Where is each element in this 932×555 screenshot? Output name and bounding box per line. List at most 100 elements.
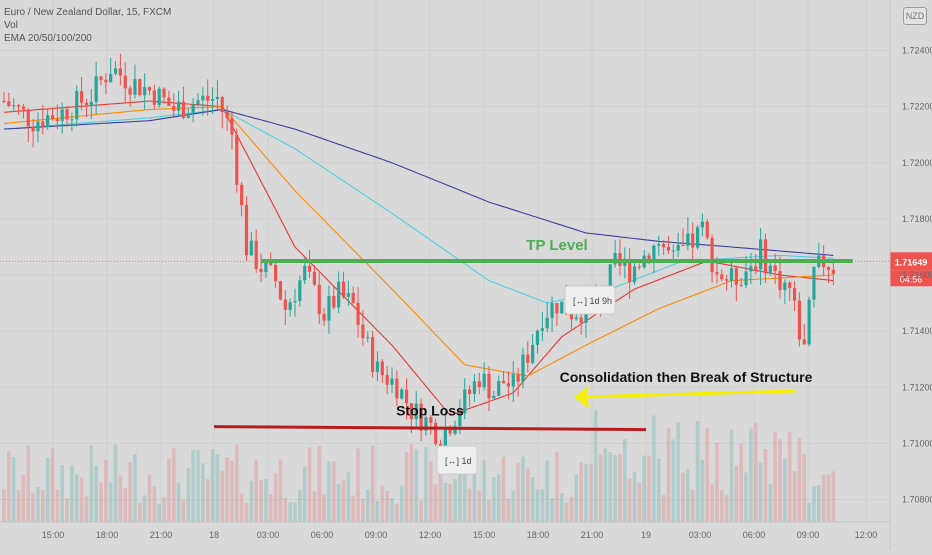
range-1d9h-box [564, 285, 616, 315]
candle-body [443, 427, 447, 448]
candle-body [705, 221, 709, 238]
time-tick-label: 21:00 [581, 530, 604, 540]
volume-bar [559, 493, 564, 522]
volume-bar [758, 462, 763, 522]
candle-body [579, 317, 583, 323]
candle-body [628, 261, 632, 283]
volume-bar [705, 428, 710, 522]
candle-body [303, 265, 307, 281]
candle-body [259, 268, 263, 273]
candle-body [676, 244, 680, 251]
volume-bar [244, 502, 249, 522]
volume-bar [7, 451, 11, 522]
volume-bar [404, 451, 409, 522]
candle-body [162, 88, 166, 98]
time-tick-label: 18:00 [96, 530, 119, 540]
currency-button[interactable]: NZD [903, 7, 927, 25]
candle-body [254, 240, 258, 269]
candle-body [695, 227, 700, 248]
volume-bar [249, 480, 254, 522]
candle-body [50, 115, 55, 120]
candle-body [99, 76, 103, 80]
volume-bar [65, 498, 69, 522]
candle-body [637, 266, 641, 268]
candle-body [298, 280, 302, 301]
volume-bar [123, 488, 128, 522]
candle-body [157, 88, 161, 105]
candle-body [666, 247, 671, 251]
volume-indicator-label[interactable]: Vol [4, 20, 18, 31]
volume-bar [55, 489, 60, 522]
volume-bar [351, 495, 355, 522]
volume-bar [598, 454, 603, 522]
volume-bar [395, 503, 399, 522]
consolidation-label: Consolidation then Break of Structure [560, 369, 813, 385]
candle-body [210, 98, 215, 101]
volume-bar [41, 490, 45, 522]
volume-bar [676, 422, 680, 522]
volume-bar [79, 477, 84, 522]
ema-indicator-label[interactable]: EMA 20/50/100/200 [4, 33, 92, 44]
volume-bar [239, 493, 244, 522]
candle-body [535, 330, 540, 345]
candle-body [472, 381, 477, 394]
volume-bar [603, 448, 608, 522]
candle-body [734, 268, 738, 285]
time-tick-label: 15:00 [42, 530, 65, 540]
candle-body [322, 314, 326, 321]
volume-bar [332, 461, 336, 522]
volume-bar [608, 451, 613, 522]
candle-body [75, 91, 79, 120]
candle-body [143, 87, 147, 96]
candle-body [487, 373, 491, 399]
volume-bar [215, 454, 220, 522]
volume-bar [661, 495, 666, 522]
candle-body [429, 417, 433, 423]
volume-bar [438, 472, 443, 522]
time-tick-label: 06:00 [743, 530, 766, 540]
candle-body [264, 262, 268, 273]
candle-body [235, 134, 239, 185]
time-tick-label: 18:00 [527, 530, 550, 540]
volume-bar [710, 484, 714, 522]
candle-body [196, 100, 200, 105]
volume-bar [749, 428, 753, 522]
volume-bar [623, 439, 627, 522]
volume-bar [16, 489, 21, 522]
volume-bar [370, 445, 375, 522]
volume-bar [89, 445, 94, 522]
candle-body [632, 266, 637, 283]
volume-bar [433, 484, 438, 522]
volume-bar [186, 467, 191, 522]
candle-body [492, 395, 496, 399]
candle-body [177, 101, 181, 111]
volume-bar [656, 458, 661, 522]
candle-body [269, 262, 273, 265]
candle-body [395, 378, 399, 399]
candle-body [206, 95, 210, 101]
ema-line-2 [3, 108, 834, 304]
volume-bar [298, 490, 302, 522]
candle-body [380, 361, 384, 376]
volume-bar [264, 478, 268, 522]
candle-body [826, 266, 831, 270]
volume-bar [637, 482, 642, 522]
candle-body [84, 102, 89, 105]
candle-body [375, 361, 380, 372]
candle-body [686, 233, 690, 246]
volume-bar [254, 459, 258, 522]
ema-line-0 [3, 100, 834, 417]
countdown-badge [890, 270, 932, 287]
candle-body [497, 380, 501, 396]
symbol-title[interactable]: Euro / New Zealand Dollar, 15, FXCM [4, 7, 172, 18]
volume-bar [540, 489, 545, 522]
candle-body [65, 109, 69, 120]
volume-bar [385, 491, 389, 522]
volume-bar [312, 491, 317, 522]
ema-line-3 [3, 108, 834, 256]
volume-bar [550, 498, 554, 522]
volume-bar [482, 460, 486, 522]
volume-bar [278, 459, 283, 522]
